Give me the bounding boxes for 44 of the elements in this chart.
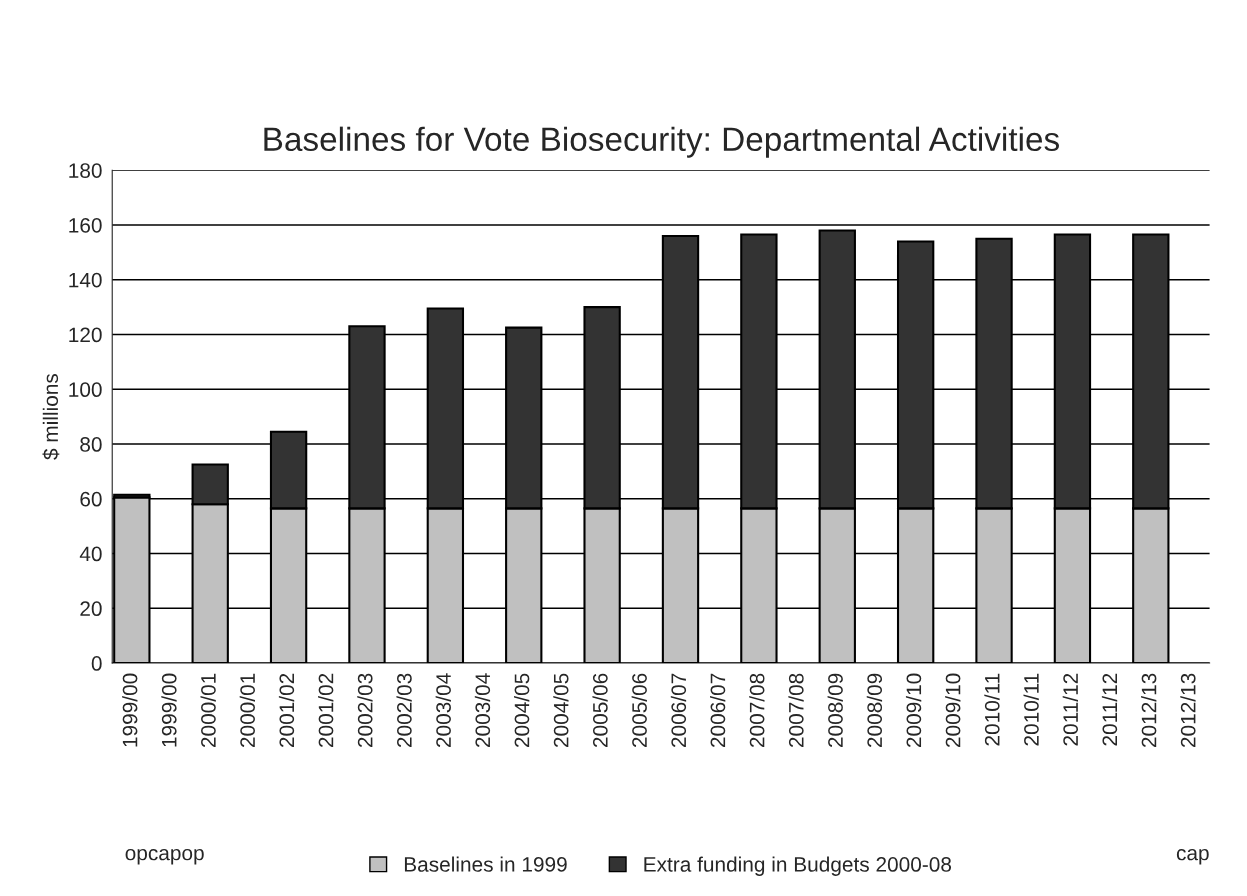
y-tick-label: 0 [91, 656, 102, 671]
y-tick-label: 60 [80, 491, 102, 507]
x-tick-label: 2008/09 [866, 673, 883, 748]
x-tick-label: 2009/10 [905, 673, 922, 748]
chart-title: Baselines for Vote Biosecurity: Departmental Activities [264, 126, 1059, 158]
x-tick-label: 2000/01 [200, 673, 216, 748]
x-tick-label: 2012/13 [1180, 673, 1196, 748]
y-tick-label: 140 [69, 272, 102, 288]
x-tick-label: 2005/06 [592, 673, 608, 748]
x-tick-label: 2001/02 [318, 673, 334, 748]
x-tick-label: 2012/13 [1141, 673, 1157, 748]
text: cap [1176, 848, 1209, 865]
x-tick-label: 2000/01 [239, 673, 255, 748]
x-tick-label: 2003/04 [474, 673, 491, 748]
x-tick-label: 2011/12 [1101, 673, 1118, 746]
legend-label: Extra funding in Budgets 2000-08 [644, 856, 952, 876]
y-tick-label: 40 [79, 546, 102, 562]
x-tick-label: 2006/07 [709, 673, 726, 748]
x-tick-label: 2001/02 [278, 673, 295, 748]
x-tick-label: 2005/06 [631, 673, 647, 748]
y-tick-label: 160 [69, 218, 102, 233]
x-tick-label: 2003/04 [435, 673, 451, 748]
y-axis-title: $ millions [42, 373, 60, 460]
x-tick-label: 2011/12 [1062, 673, 1079, 746]
y-tick-label: 180 [69, 163, 102, 178]
x-tick-label: 2002/03 [396, 673, 412, 748]
x-tick-label: 2006/07 [670, 673, 687, 748]
x-tick-label: 2008/09 [827, 673, 843, 748]
y-tick-label: 20 [80, 601, 102, 617]
x-tick-label: 1999/00 [122, 673, 138, 747]
x-tick-label: 2004/05 [514, 673, 530, 748]
x-tick-label: 2004/05 [553, 673, 569, 748]
x-tick-label: 2010/11 [984, 673, 1000, 746]
x-tick-label: 2007/08 [749, 673, 765, 748]
x-tick-label: 2002/03 [357, 673, 373, 748]
legend-label: Baselines in 1999 [404, 856, 567, 872]
y-tick-label: 120 [69, 327, 102, 343]
y-tick-label: 100 [69, 382, 102, 398]
x-tick-label: 2007/08 [788, 673, 804, 748]
text: opcapop [125, 848, 204, 865]
x-tick-label: 2010/11 [1023, 673, 1039, 746]
y-tick-label: 80 [80, 437, 102, 452]
x-tick-label: 1999/00 [161, 673, 177, 747]
x-tick-label: 2009/10 [945, 673, 961, 748]
